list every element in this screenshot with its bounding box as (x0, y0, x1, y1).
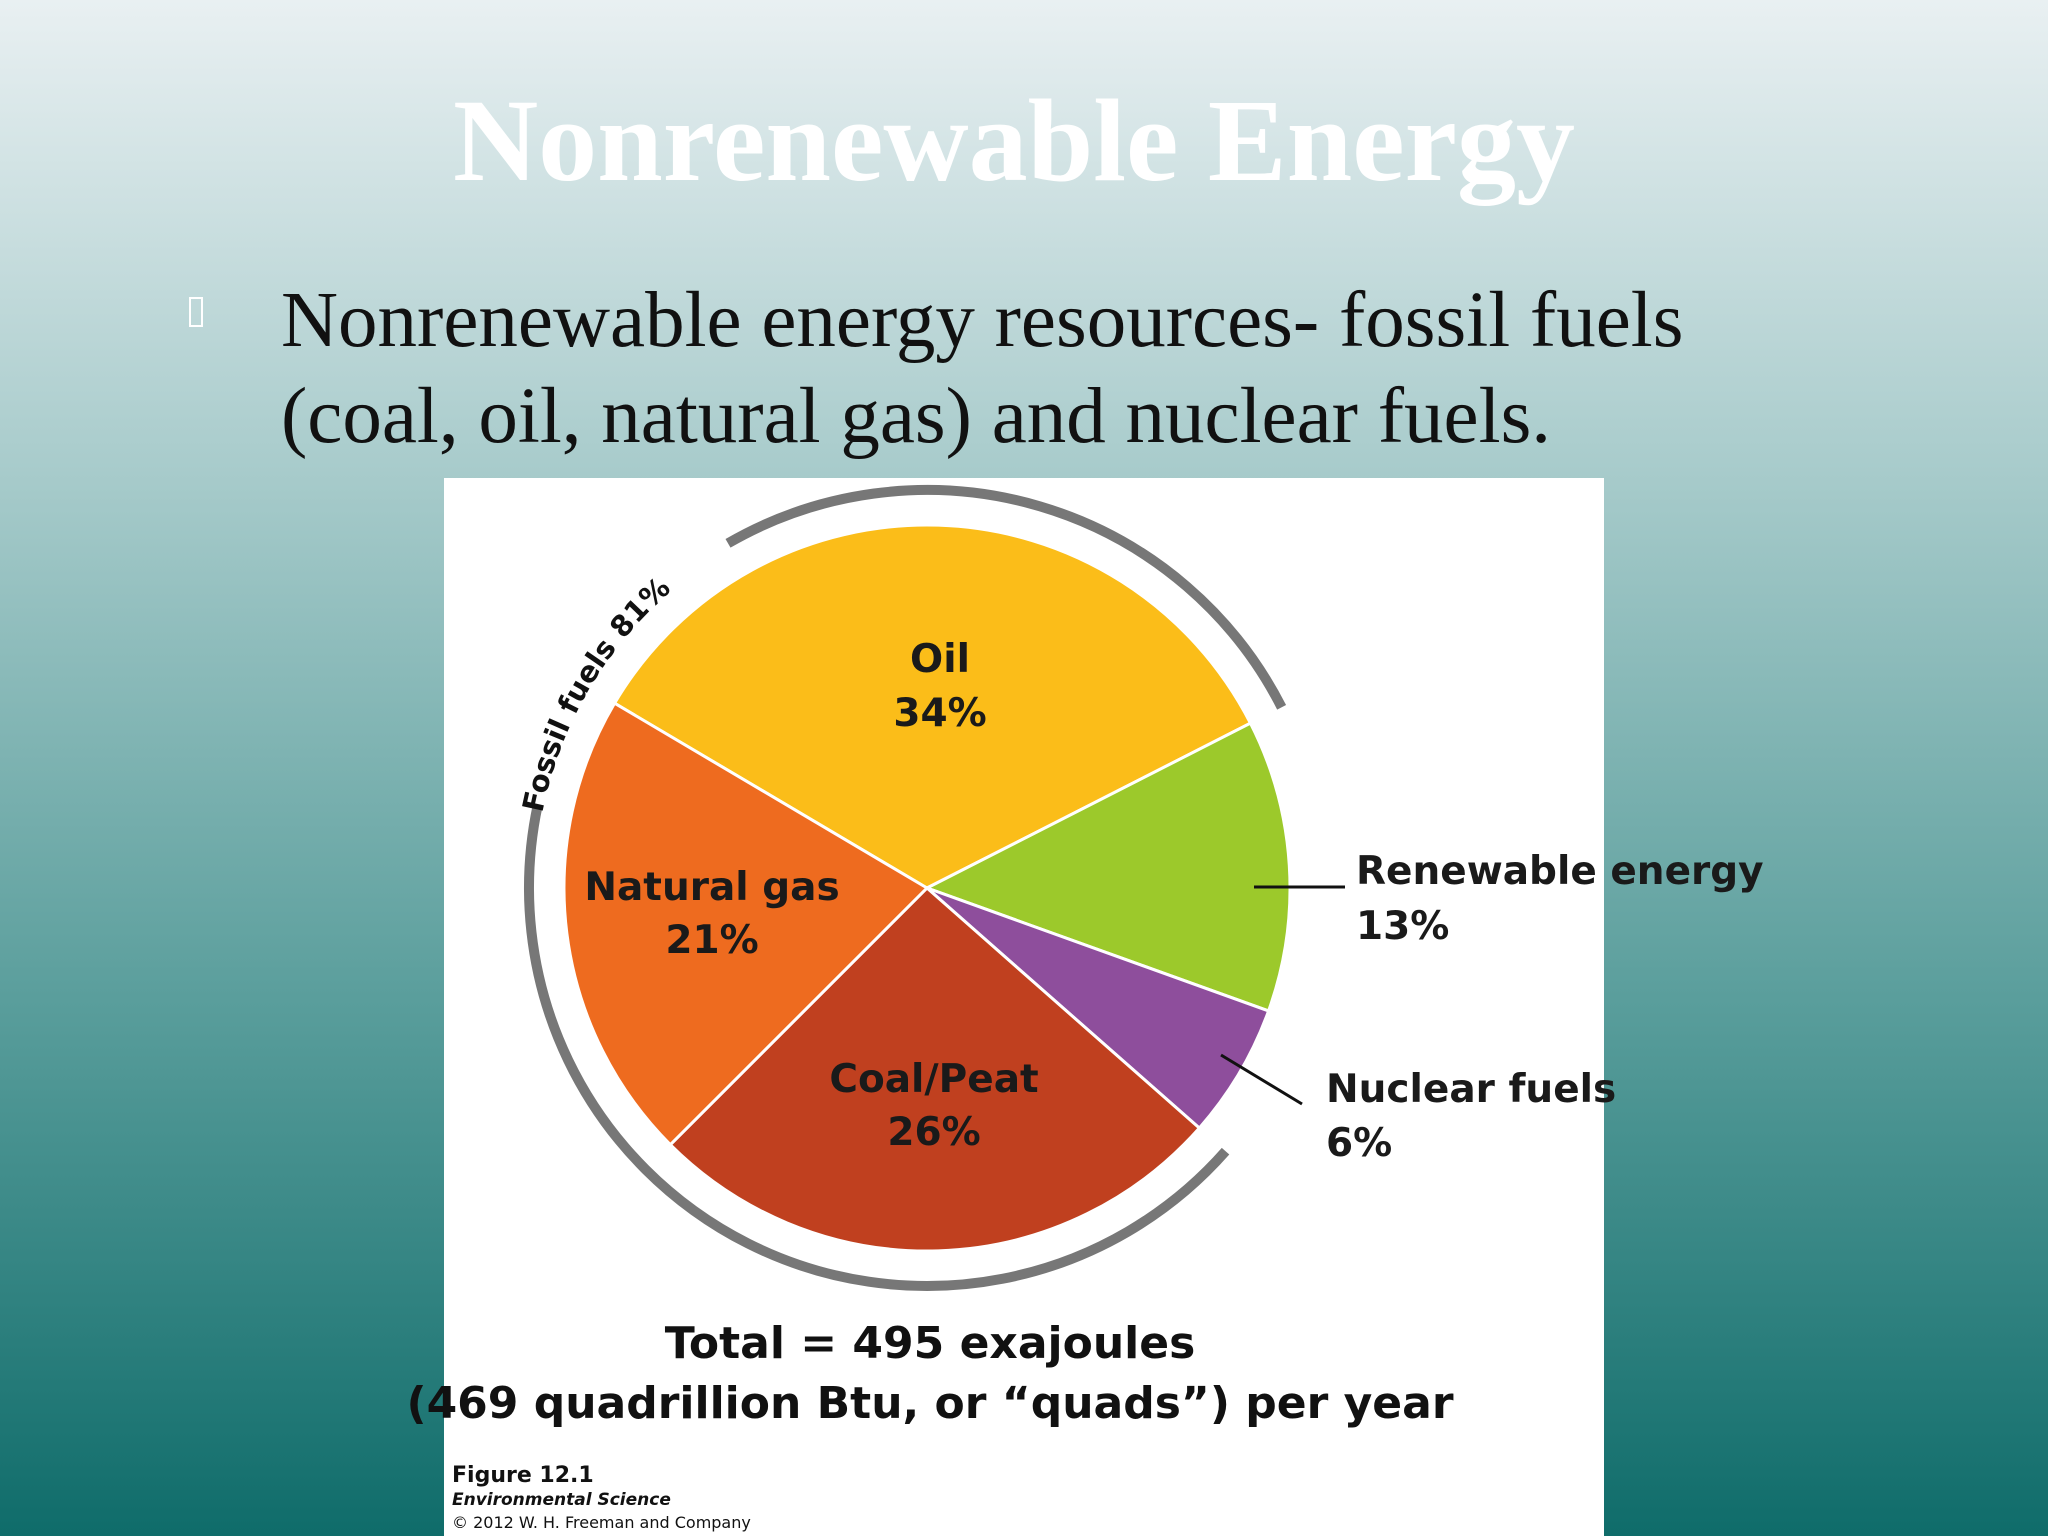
slice-value-label: 21% (665, 918, 758, 963)
slice-label: Coal/Peat (829, 1057, 1038, 1102)
slice-label: Natural gas (584, 865, 839, 910)
slice-value-label: 6% (1326, 1121, 1392, 1166)
slice-value-label: 26% (887, 1110, 980, 1155)
pie-slice (926, 886, 1271, 1131)
group-arc (725, 485, 1287, 710)
pie-slice (612, 523, 1253, 890)
figure-copyright: © 2012 W. H. Freeman and Company (452, 1513, 751, 1532)
bullet-text: (coal, oil, natural gas) and nuclear fue… (281, 373, 1551, 460)
figure-book: Environmental Science (452, 1490, 671, 1510)
leader-line (1220, 1053, 1303, 1106)
pie-slice (923, 721, 1292, 1013)
figure-number: Figure 12.1 (452, 1463, 594, 1488)
pie-slice (668, 885, 1202, 1253)
slice-label: Nuclear fuels (1326, 1067, 1616, 1112)
slice-label: Oil (910, 637, 970, 682)
slide-title: Nonrenewable Energy (453, 75, 1575, 206)
group-arc (524, 804, 1230, 1291)
slice-value-label: 34% (893, 691, 986, 736)
pie-slice (562, 701, 930, 1147)
slice-label: Renewable energy (1356, 849, 1764, 894)
pie-chart: Oil 34% Renewable energy 13% Nuclear fuels 6%… (516, 485, 1764, 1291)
slice-value-label: 13% (1356, 904, 1449, 949)
chart-note: (469 quadrillion Btu, or “quads”) per ye… (406, 1378, 1453, 1429)
bullet-glyph (189, 297, 203, 327)
bullet-text: Nonrenewable energy resources- fossil fu… (281, 277, 1683, 364)
chart-note: Total = 495 exajoules (665, 1318, 1196, 1369)
